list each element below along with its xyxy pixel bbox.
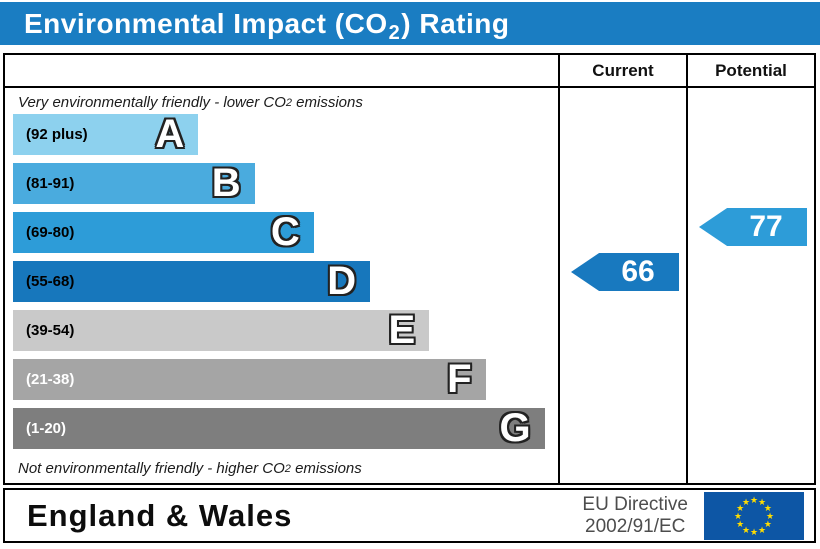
current-column-header: Current bbox=[558, 55, 686, 88]
current-rating-column: 66 bbox=[558, 88, 686, 483]
current-rating-arrow: 66 bbox=[571, 253, 679, 291]
band-bar-g: (1-20) G bbox=[13, 408, 545, 449]
band-bar-e: (39-54) E bbox=[13, 308, 430, 352]
band-range-label: (69-80) bbox=[26, 224, 75, 241]
chart-title-bar: Environmental Impact (CO2) Rating bbox=[0, 2, 820, 45]
band-letter: C bbox=[270, 210, 300, 254]
svg-text:★: ★ bbox=[758, 524, 766, 534]
band-chart-area: Very environmentally friendly - lower CO… bbox=[5, 88, 558, 483]
band-bar-c: (69-80) C bbox=[13, 212, 314, 253]
co2-subscript: 2 bbox=[285, 96, 292, 109]
svg-text:★: ★ bbox=[758, 497, 766, 507]
rating-bands: (92 plus) A (81-91) B (69-80) C (55-68) D (39-54… bbox=[13, 114, 550, 449]
co2-subscript: 2 bbox=[388, 21, 401, 44]
eu-flag-stars: ★ ★★★★★★★★★★★ bbox=[704, 491, 804, 540]
band-letter: B bbox=[211, 161, 241, 205]
band-bar-d: (55-68) D bbox=[13, 259, 371, 303]
svg-text:★: ★ bbox=[750, 495, 758, 505]
band-letter: D bbox=[327, 259, 357, 303]
band-row-f: (21-38) F bbox=[13, 359, 550, 400]
svg-text:★: ★ bbox=[742, 497, 750, 507]
potential-rating-value: 77 bbox=[749, 210, 783, 243]
band-range-label: (92 plus) bbox=[26, 126, 88, 143]
band-row-b: (81-91) B bbox=[13, 163, 550, 204]
region-label: England & Wales bbox=[27, 497, 293, 533]
eu-directive-label: EU Directive 2002/91/EC bbox=[582, 494, 688, 537]
band-range-label: (81-91) bbox=[26, 175, 75, 192]
potential-rating-column: 77 bbox=[686, 88, 814, 483]
band-letter: E bbox=[388, 308, 416, 352]
bottom-note: Not environmentally friendly - higher CO… bbox=[18, 460, 362, 477]
band-letter: F bbox=[447, 357, 472, 401]
current-rating-value: 66 bbox=[621, 255, 655, 288]
eu-flag: ★ ★ ★ ★ ★ ★ ★ ★ ★ ★ ★ ★ bbox=[704, 491, 804, 540]
chart-column-header bbox=[5, 55, 558, 88]
band-letter: G bbox=[499, 406, 531, 450]
band-range-label: (55-68) bbox=[26, 273, 75, 290]
band-row-c: (69-80) C bbox=[13, 212, 550, 253]
band-row-g: (1-20) G bbox=[13, 408, 550, 449]
band-row-e: (39-54) E bbox=[13, 310, 550, 351]
svg-text:★: ★ bbox=[764, 519, 772, 529]
band-range-label: (39-54) bbox=[26, 322, 75, 339]
svg-text:★: ★ bbox=[736, 519, 744, 529]
band-range-label: (21-38) bbox=[26, 371, 75, 388]
svg-text:★: ★ bbox=[766, 511, 774, 521]
band-range-label: (1-20) bbox=[26, 420, 67, 437]
band-bar-b: (81-91) B bbox=[13, 163, 255, 204]
band-bar-a: (92 plus) A bbox=[13, 112, 199, 156]
svg-text:★: ★ bbox=[750, 527, 758, 537]
potential-column-header: Potential bbox=[686, 55, 814, 88]
svg-text:★: ★ bbox=[742, 524, 750, 534]
top-note: Very environmentally friendly - lower CO… bbox=[18, 94, 363, 111]
footer-bar: England & Wales EU Directive 2002/91/EC … bbox=[3, 488, 816, 543]
svg-text:★: ★ bbox=[764, 503, 772, 513]
svg-text:★: ★ bbox=[734, 511, 742, 521]
svg-text:★: ★ bbox=[736, 503, 744, 513]
chart-title: Environmental Impact (CO2) Rating bbox=[24, 7, 510, 44]
co2-subscript: 2 bbox=[284, 462, 291, 475]
band-bar-f: (21-38) F bbox=[13, 359, 486, 400]
band-row-d: (55-68) D bbox=[13, 261, 550, 302]
band-row-a: (92 plus) A bbox=[13, 114, 550, 155]
rating-table: Current Potential Very environmentally f… bbox=[3, 53, 816, 485]
potential-rating-arrow: 77 bbox=[699, 208, 807, 246]
band-letter: A bbox=[155, 112, 185, 156]
